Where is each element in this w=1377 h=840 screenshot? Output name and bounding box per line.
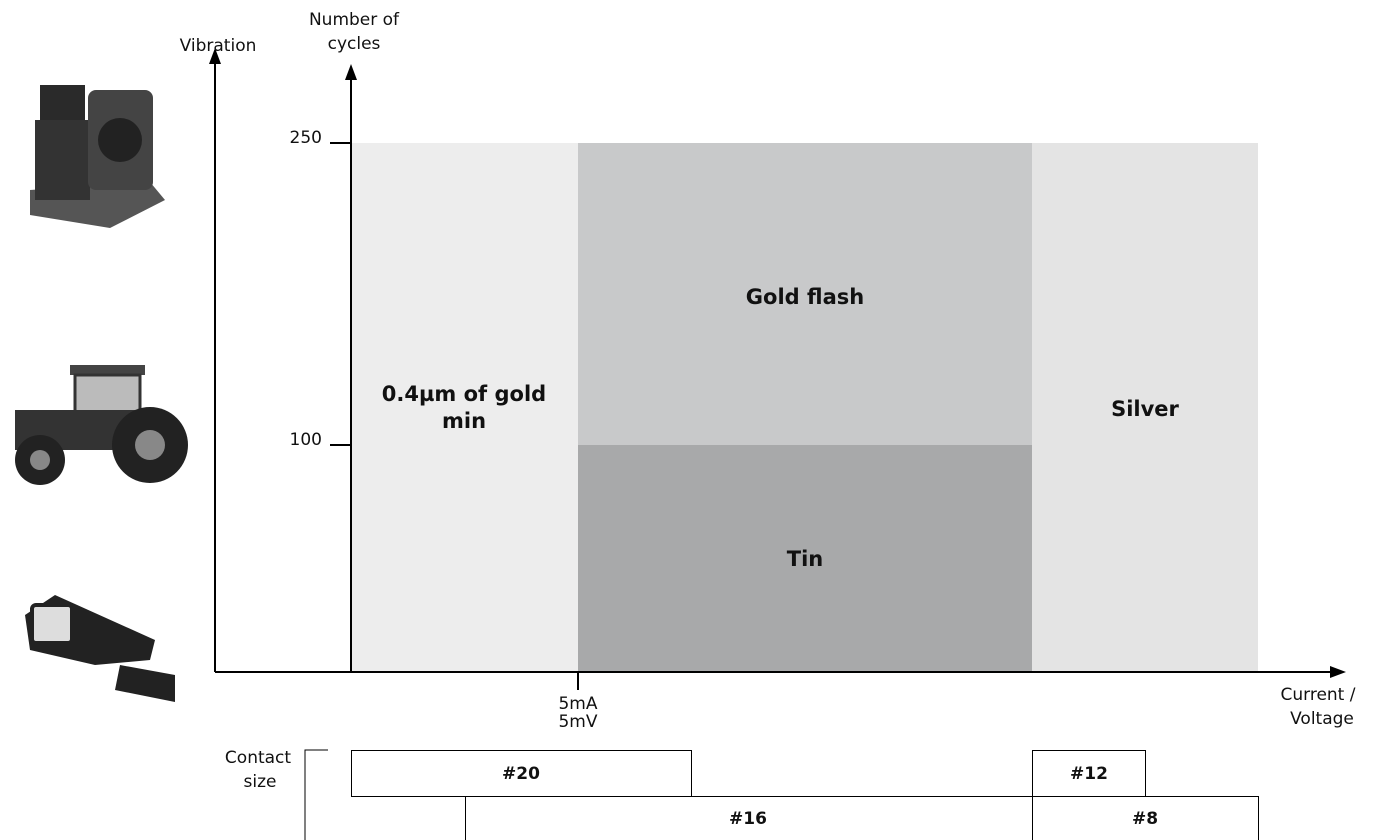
region-gold-min <box>351 143 578 672</box>
tick-label: 5mV <box>558 712 597 732</box>
axis-label: Vibration <box>180 36 257 56</box>
size-boxes <box>351 750 1259 840</box>
box <box>1032 796 1259 840</box>
engine-icon <box>30 85 165 228</box>
region-label: Silver <box>1111 397 1179 421</box>
region-silver <box>1032 143 1258 672</box>
axis-label: Current / <box>1281 685 1356 705</box>
size-label: #16 <box>729 809 767 829</box>
region-tin <box>578 445 1032 672</box>
size-label: #8 <box>1132 809 1158 829</box>
arrow <box>1330 666 1346 678</box>
arrow <box>209 48 221 64</box>
region-label: 0.4µm of gold <box>382 382 546 406</box>
contact-label: size <box>244 772 277 792</box>
region-label: min <box>442 409 486 433</box>
tractor-icon <box>15 365 188 485</box>
tick-label: 100 <box>290 430 322 450</box>
arrow <box>345 64 357 80</box>
region-label: Tin <box>787 547 823 571</box>
bracket <box>304 749 328 840</box>
size-label: #12 <box>1070 764 1108 784</box>
region-label: Gold flash <box>746 285 864 309</box>
region-gold-flash <box>578 143 1032 445</box>
axis-label: Number of <box>309 10 400 30</box>
size-label: #20 <box>502 764 540 784</box>
tick-label: 250 <box>290 128 322 148</box>
contact-label: Contact <box>225 748 291 768</box>
axes <box>214 62 1334 690</box>
axis-label: cycles <box>328 34 381 54</box>
axis-label: Voltage <box>1290 709 1354 729</box>
tick-label: 5mA <box>558 694 597 714</box>
camera-icon <box>25 595 175 702</box>
